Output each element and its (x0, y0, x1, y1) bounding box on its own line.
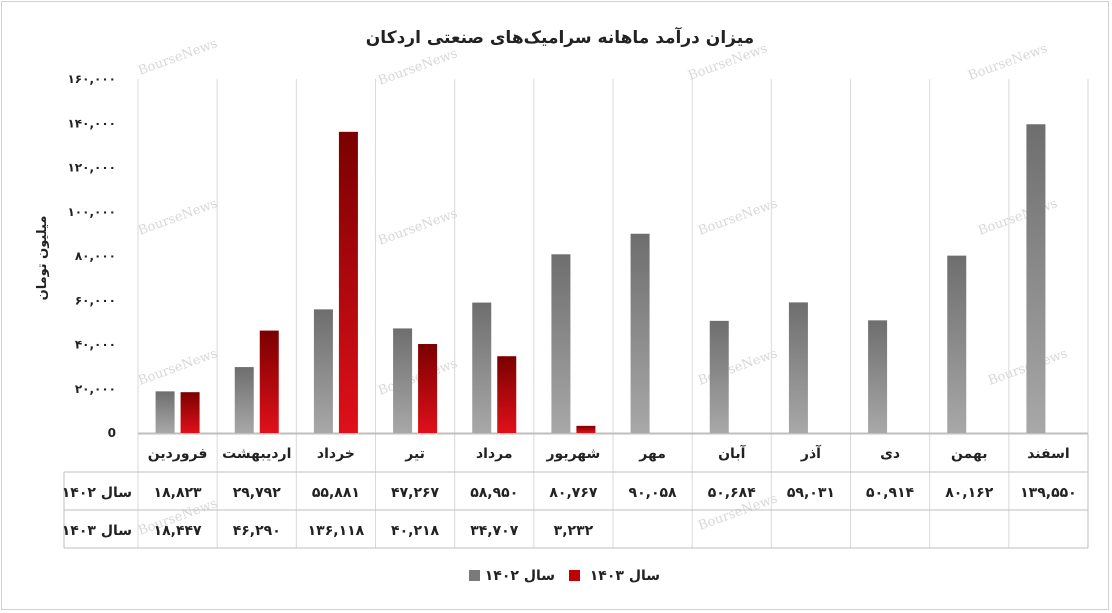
x-tick-label: آذر (800, 444, 822, 462)
bar-1402 (709, 320, 729, 433)
data-label-1402: ۸۰,۱۶۲ (945, 485, 993, 501)
x-tick-label: شهریور (546, 446, 601, 462)
bar-1403 (497, 356, 517, 433)
y-tick-label: ۴۰,۰۰۰ (75, 338, 116, 352)
x-tick-label: اسفند (1027, 446, 1069, 462)
data-label-1402: ۸۰,۷۶۷ (549, 485, 597, 501)
bar-1403 (259, 330, 279, 433)
data-label-1403: ۳۴,۷۰۷ (470, 523, 518, 539)
watermark-text: BourseNews (376, 356, 459, 399)
bar-1402 (393, 328, 413, 433)
y-tick-label: ۲۰,۰۰۰ (75, 382, 116, 396)
legend-swatch-1402 (469, 570, 480, 581)
x-tick-label: فروردین (148, 446, 208, 462)
y-tick-label: ۸۰,۰۰۰ (75, 249, 116, 263)
y-tick-label: ۱۶۰,۰۰۰ (67, 72, 116, 86)
y-tick-label: ۱۰۰,۰۰۰ (67, 205, 116, 219)
y-tick-label: 0 (108, 426, 116, 440)
x-tick-label: تیر (404, 446, 425, 462)
y-tick-label: ۱۴۰,۰۰۰ (67, 116, 116, 130)
data-label-1402: ۵۰,۶۸۴ (708, 485, 756, 501)
bar-1402 (947, 255, 967, 433)
x-tick-label: دی (880, 446, 900, 462)
y-tick-labels: 0 ۲۰,۰۰۰ ۴۰,۰۰۰ ۶۰,۰۰۰ ۸۰,۰۰۰ ۱۰۰,۰۰۰ ۱۲۰,۰۰۰ ۱… (67, 72, 116, 440)
series-row-header: سال ۱۴۰۲ (62, 485, 132, 501)
data-label-1402: ۱۳۹,۵۵۰ (1020, 485, 1077, 501)
bar-1402 (630, 233, 650, 433)
data-label-1402: ۵۹,۰۳۱ (787, 485, 835, 501)
bar-1402 (788, 302, 808, 433)
bar-1403 (180, 392, 200, 433)
watermark-text: BourseNews (136, 36, 219, 79)
x-tick-label: آبان (718, 444, 746, 462)
bar-1402 (551, 254, 571, 433)
x-tick-label: مهر (638, 446, 666, 462)
chart-title: میزان درآمد ماهانه سرامیک‌های صنعتی اردک… (366, 26, 754, 48)
data-label-1403: ۴۰,۲۱۸ (391, 523, 439, 539)
bar-1402 (313, 309, 333, 433)
data-label-1402: ۲۹,۷۹۲ (233, 485, 281, 501)
data-table: فروردین ۱۸,۸۲۳ ۱۸,۴۴۷ اردیبهشت ۲۹,۷۹۲ ۴۶,۲۹۰ خ… (62, 433, 1089, 549)
bar-1402 (868, 320, 888, 433)
watermark-text: BourseNews (136, 196, 219, 239)
y-axis-label: میلیون تومان (35, 216, 50, 301)
bar-1402 (1026, 124, 1046, 433)
x-tick-label: اردیبهشت (222, 446, 291, 462)
x-tick-label: خرداد (317, 446, 355, 462)
bars (155, 124, 1046, 433)
legend-label-1402: سال ۱۴۰۲ (485, 568, 555, 584)
watermark-text: BourseNews (376, 206, 459, 249)
watermark-text: BourseNews (376, 46, 459, 89)
series-row-header: سال ۱۴۰۳ (62, 523, 132, 539)
legend: سال ۱۴۰۳ سال ۱۴۰۲ (469, 568, 660, 584)
watermark-text: BourseNews (696, 346, 779, 389)
y-tick-label: ۱۲۰,۰۰۰ (67, 161, 116, 175)
bar-1402 (155, 391, 175, 433)
legend-label-1403: سال ۱۴۰۳ (590, 568, 660, 584)
watermark-text: BourseNews (696, 196, 779, 239)
x-tick-label: بهمن (951, 446, 987, 462)
watermark-text: BourseNews (966, 41, 1049, 84)
x-tick-label: مرداد (476, 446, 513, 462)
data-label-1403: ۱۸,۴۴۷ (154, 523, 202, 539)
bar-1403 (576, 425, 596, 433)
data-label-1402: ۵۰,۹۱۴ (866, 485, 914, 501)
data-label-1403: ۱۳۶,۱۱۸ (308, 523, 365, 539)
data-label-1402: ۹۰,۰۵۸ (629, 485, 677, 501)
watermark-text: BourseNews (136, 346, 219, 389)
data-label-1402: ۴۷,۲۶۷ (391, 485, 439, 501)
watermark-text: BourseNews (976, 196, 1059, 239)
data-label-1402: ۵۸,۹۵۰ (470, 485, 518, 501)
grid-lines (137, 79, 1089, 548)
bar-1403 (418, 344, 438, 433)
legend-swatch-1403 (569, 570, 580, 581)
data-label-1403: ۴۶,۲۹۰ (233, 523, 281, 539)
bar-1402 (234, 367, 254, 433)
bar-1403 (338, 131, 358, 433)
data-label-1402: ۱۸,۸۲۳ (154, 485, 202, 501)
data-label-1403: ۳,۲۳۲ (554, 523, 594, 539)
bar-1402 (472, 302, 492, 433)
y-tick-label: ۶۰,۰۰۰ (75, 293, 116, 307)
data-label-1402: ۵۵,۸۸۱ (312, 485, 360, 501)
